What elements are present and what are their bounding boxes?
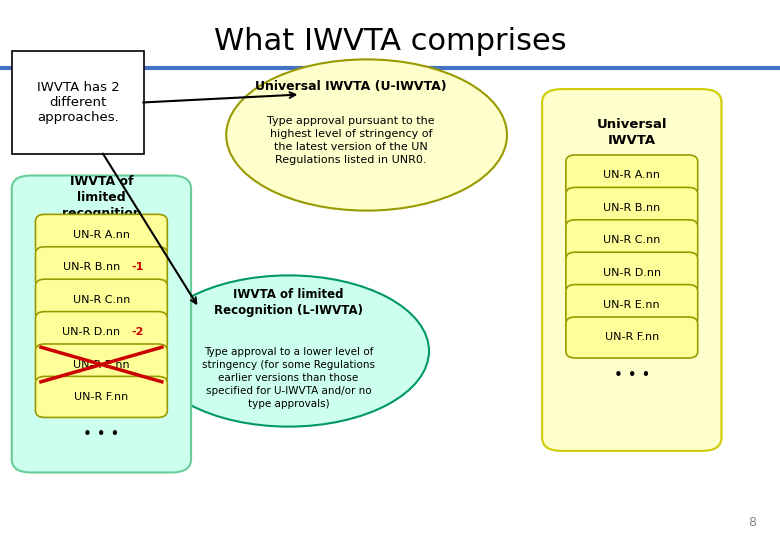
FancyBboxPatch shape [12, 176, 191, 472]
FancyBboxPatch shape [566, 155, 698, 196]
FancyBboxPatch shape [36, 214, 167, 255]
Text: IWVTA has 2
different
approaches.: IWVTA has 2 different approaches. [37, 81, 119, 124]
Text: IWVTA of limited
Recognition (L-IWVTA): IWVTA of limited Recognition (L-IWVTA) [214, 288, 363, 317]
FancyBboxPatch shape [36, 376, 167, 417]
Ellipse shape [148, 275, 429, 427]
FancyBboxPatch shape [542, 89, 722, 451]
Text: Universal
IWVTA: Universal IWVTA [597, 118, 667, 147]
Text: -2: -2 [132, 327, 144, 337]
Text: UN-R E.nn: UN-R E.nn [604, 300, 660, 310]
Text: • • •: • • • [83, 427, 119, 442]
Text: -1: -1 [132, 262, 144, 272]
Text: UN-R C.nn: UN-R C.nn [73, 295, 130, 305]
Text: UN-R B.nn: UN-R B.nn [62, 262, 120, 272]
FancyBboxPatch shape [566, 252, 698, 293]
Text: IWVTA of
limited
recognition: IWVTA of limited recognition [62, 174, 141, 220]
Text: UN-R A.nn: UN-R A.nn [603, 171, 661, 180]
Text: • • •: • • • [614, 368, 650, 383]
FancyBboxPatch shape [36, 344, 167, 385]
Text: What IWVTA comprises: What IWVTA comprises [214, 27, 566, 56]
FancyBboxPatch shape [566, 187, 698, 228]
Ellipse shape [226, 59, 507, 211]
FancyBboxPatch shape [36, 312, 167, 353]
Text: UN-R D.nn: UN-R D.nn [603, 268, 661, 278]
Text: UN-R C.nn: UN-R C.nn [603, 235, 661, 245]
Text: UN-R D.nn: UN-R D.nn [62, 327, 120, 337]
Text: Universal IWVTA (U-IWVTA): Universal IWVTA (U-IWVTA) [255, 80, 447, 93]
FancyBboxPatch shape [12, 51, 144, 154]
Text: Type approval pursuant to the
highest level of stringency of
the latest version : Type approval pursuant to the highest le… [268, 116, 434, 165]
FancyBboxPatch shape [566, 220, 698, 261]
FancyBboxPatch shape [566, 285, 698, 326]
Text: UN-R F.nn: UN-R F.nn [74, 392, 129, 402]
Text: Type approval to a lower level of
stringency (for some Regulations
earlier versi: Type approval to a lower level of string… [202, 347, 375, 409]
FancyBboxPatch shape [36, 247, 167, 288]
Text: UN-R F.nn: UN-R F.nn [604, 333, 659, 342]
FancyBboxPatch shape [36, 279, 167, 320]
Text: UN-R A.nn: UN-R A.nn [73, 230, 130, 240]
Text: UN-R E.nn: UN-R E.nn [73, 360, 129, 369]
FancyBboxPatch shape [566, 317, 698, 358]
Text: UN-R B.nn: UN-R B.nn [603, 203, 661, 213]
Text: 8: 8 [749, 516, 757, 529]
